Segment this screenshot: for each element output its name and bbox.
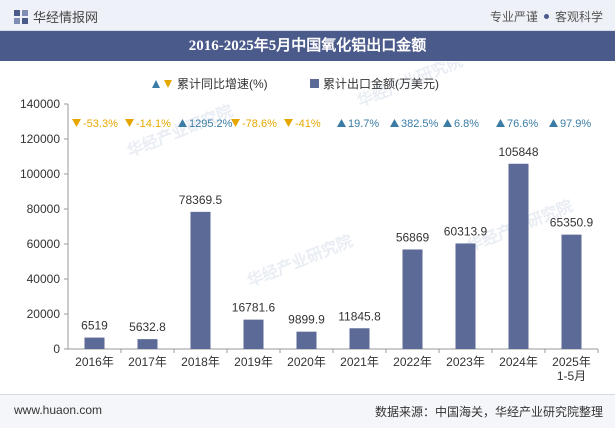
growth-up-triangle-icon — [337, 119, 346, 127]
bar-value-label: 60313.9 — [444, 224, 488, 238]
x-tick-label: 2016年 — [75, 355, 114, 369]
separator-dot-icon — [543, 14, 549, 20]
bar — [508, 163, 529, 349]
bar-value-label: 56869 — [396, 230, 430, 244]
growth-down-triangle-icon — [125, 119, 134, 127]
y-tick-label: 100000 — [20, 167, 60, 181]
x-tick-label: 2020年 — [287, 355, 326, 369]
logo-icon — [14, 9, 28, 24]
growth-rate-label: -41% — [295, 118, 321, 130]
bar — [296, 331, 317, 349]
y-tick-label: 80000 — [27, 202, 61, 216]
bar-value-label: 78369.5 — [179, 193, 223, 207]
legend-label-amount: 累计出口金额(万美元) — [323, 76, 439, 91]
growth-up-triangle-icon — [496, 119, 505, 127]
slogan: 专业严谨 客观科学 — [490, 8, 603, 25]
y-tick-label: 120000 — [20, 132, 60, 146]
x-tick-label: 2023年 — [446, 355, 485, 369]
legend-bar-swatch — [310, 79, 319, 88]
bar-value-label: 11845.8 — [338, 309, 381, 323]
growth-rate-label: 6.8% — [454, 118, 479, 130]
x-tick-label: 2018年 — [181, 355, 220, 369]
y-tick-label: 60000 — [27, 237, 61, 251]
legend-up-triangle-icon — [152, 80, 160, 88]
growth-down-triangle-icon — [231, 119, 240, 127]
brand-name: 华经情报网 — [33, 10, 99, 25]
growth-rate-label: -14.1% — [136, 118, 171, 130]
bar — [137, 339, 158, 349]
brand[interactable]: 华经情报网 — [14, 7, 98, 26]
bar — [243, 319, 264, 349]
bar — [402, 249, 423, 349]
slogan-tag-1: 专业严谨 — [489, 10, 538, 24]
y-tick-label: 0 — [53, 342, 60, 356]
bar — [561, 234, 582, 349]
bar-value-label: 65350.9 — [550, 216, 594, 230]
y-tick-label: 20000 — [27, 307, 61, 321]
x-tick-label: 2019年 — [234, 355, 273, 369]
growth-rate-label: 1295.2% — [189, 118, 233, 130]
y-tick-label: 140000 — [20, 97, 60, 111]
bar-value-label: 105848 — [498, 145, 538, 159]
growth-rate-label: -53.3% — [83, 118, 118, 130]
footer-source: 数据来源：中国海关，华经产业研究院整理 — [374, 405, 603, 419]
bar-value-label: 9899.9 — [288, 313, 325, 327]
growth-rate-label: -78.6% — [242, 118, 277, 130]
slogan-tag-2: 客观科学 — [554, 10, 603, 24]
legend-label-growth: 累计同比增速(%) — [177, 77, 268, 91]
bar — [349, 328, 370, 349]
growth-rate-label: 19.7% — [348, 118, 379, 130]
chart-area: 华经产业研究院华经产业研究院华经产业研究院华经产业研究院累计同比增速(%)累计出… — [0, 51, 615, 392]
bar — [84, 337, 105, 349]
growth-up-triangle-icon — [178, 119, 187, 127]
bar-value-label: 5632.8 — [129, 320, 166, 334]
growth-rate-label: 76.6% — [507, 118, 538, 130]
growth-up-triangle-icon — [443, 119, 452, 127]
legend-down-triangle-icon — [164, 80, 172, 88]
footer: www.huaon.com 数据来源：中国海关，华经产业研究院整理 — [0, 394, 615, 428]
watermark-text: 华经产业研究院 — [124, 101, 235, 161]
bar-value-label: 6519 — [81, 319, 108, 333]
growth-down-triangle-icon — [284, 119, 293, 127]
bar-chart: 华经产业研究院华经产业研究院华经产业研究院华经产业研究院累计同比增速(%)累计出… — [20, 51, 599, 383]
bar-value-label: 16781.6 — [232, 301, 276, 315]
growth-rate-label: 97.9% — [560, 118, 591, 130]
footer-site-link[interactable]: www.huaon.com — [14, 403, 103, 417]
growth-up-triangle-icon — [549, 119, 558, 127]
growth-up-triangle-icon — [390, 119, 399, 127]
x-tick-label: 2025年 1-5月 — [552, 355, 591, 383]
bar — [190, 211, 211, 349]
growth-down-triangle-icon — [72, 119, 81, 127]
growth-rate-label: 382.5% — [401, 118, 439, 130]
y-tick-label: 40000 — [27, 272, 61, 286]
x-tick-label: 2021年 — [340, 355, 379, 369]
x-tick-label: 2022年 — [393, 355, 432, 369]
top-bar: 华经情报网 专业严谨 客观科学 — [0, 0, 615, 31]
chart-title: 2016-2025年5月中国氧化铝出口金额 — [0, 31, 615, 61]
x-tick-label: 2017年 — [128, 355, 167, 369]
bar — [455, 243, 476, 349]
watermark-text: 华经产业研究院 — [244, 231, 355, 291]
x-tick-label: 2024年 — [499, 355, 538, 369]
